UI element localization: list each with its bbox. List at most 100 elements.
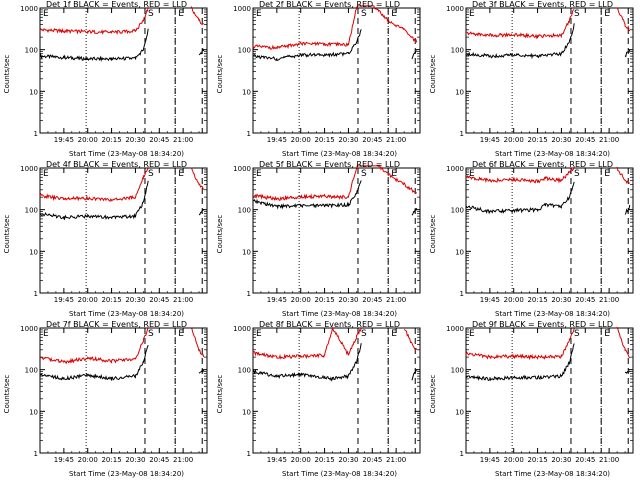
y-tick-label: 10	[29, 88, 38, 96]
detector-panel: 1 10 100 1000 19:45 20:00 20:15 20:30 20:45 21:00…	[213, 320, 426, 480]
y-tick-label: 1	[460, 450, 464, 458]
x-tick-label: 20:00	[504, 456, 524, 464]
x-tick-label: 19:45	[480, 136, 500, 144]
event-marker-label: E	[469, 169, 475, 179]
plot-frame	[39, 7, 208, 134]
detector-chart: 1 10 100 1000 19:45 20:00 20:15 20:30 20:45 21:00…	[233, 165, 421, 304]
y-tick-label: 1	[247, 130, 251, 138]
y-tick-label: 1000	[233, 325, 251, 333]
event-marker-label: S	[574, 329, 580, 339]
x-tick-label: 20:30	[551, 136, 571, 144]
y-tick-label: 1	[34, 290, 38, 298]
y-tick-label: 100	[25, 207, 38, 215]
x-tick-label: 19:45	[54, 456, 74, 464]
chart-title: Det 8f BLACK = Events, RED = LLD	[258, 320, 401, 329]
x-tick-label: 20:30	[125, 136, 145, 144]
lld-series-line	[465, 7, 631, 40]
y-tick-label: 10	[242, 248, 251, 256]
y-tick-label: 1000	[233, 165, 251, 173]
y-tick-label: 100	[238, 367, 251, 375]
x-tick-label: 20:00	[78, 136, 98, 144]
x-tick-label: 20:15	[314, 136, 334, 144]
lld-series-line	[252, 5, 418, 50]
x-tick-label: 20:45	[149, 136, 169, 144]
event-marker-label: S	[148, 169, 154, 179]
x-axis-label: Start Time (23-May-08 18:34:20)	[68, 470, 185, 478]
detector-chart: 1 10 100 1000 19:45 20:00 20:15 20:30 20:45 21:00…	[233, 325, 421, 464]
x-tick-label: 20:30	[125, 296, 145, 304]
x-axis-label: Start Time (23-May-08 18:34:20)	[494, 310, 611, 318]
event-marker-label: E	[178, 9, 184, 19]
y-tick-label: 1000	[20, 5, 38, 13]
detector-panel: 1 10 100 1000 19:45 20:00 20:15 20:30 20:45 21:00…	[0, 320, 213, 480]
y-tick-label: 1	[460, 290, 464, 298]
y-axis-label: Counts/sec	[3, 54, 11, 94]
detector-panel: 1 10 100 1000 19:45 20:00 20:15 20:30 20:45 21:00…	[213, 0, 426, 160]
x-tick-label: 21:00	[599, 136, 619, 144]
lld-series-line	[465, 326, 631, 361]
detector-panel: 1 10 100 1000 19:45 20:00 20:15 20:30 20:45 21:00…	[0, 160, 213, 320]
y-axis-label: Counts/sec	[3, 374, 11, 414]
event-marker-label: E	[604, 169, 610, 179]
y-tick-label: 1	[34, 130, 38, 138]
y-tick-label: 1000	[446, 325, 464, 333]
x-tick-label: 20:45	[575, 456, 595, 464]
chart-title: Det 4f BLACK = Events, RED = LLD	[45, 160, 188, 169]
event-marker-label: S	[361, 329, 367, 339]
x-tick-label: 20:30	[338, 456, 358, 464]
event-marker-label: S	[574, 9, 580, 19]
event-marker-label: S	[574, 169, 580, 179]
x-tick-label: 20:45	[362, 456, 382, 464]
x-tick-label: 20:15	[101, 456, 121, 464]
event-marker-label: E	[43, 329, 49, 339]
y-tick-label: 100	[451, 367, 464, 375]
chart-title: Det 1f BLACK = Events, RED = LLD	[45, 0, 188, 9]
x-tick-label: 21:00	[599, 296, 619, 304]
plot-frame	[252, 7, 421, 134]
event-marker-label: E	[391, 9, 397, 19]
events-series-line	[252, 180, 418, 216]
y-tick-label: 100	[25, 367, 38, 375]
x-tick-label: 19:45	[267, 296, 287, 304]
x-tick-label: 20:45	[362, 136, 382, 144]
y-tick-label: 10	[455, 408, 464, 416]
y-tick-label: 10	[29, 248, 38, 256]
y-tick-label: 1000	[446, 5, 464, 13]
event-marker-label: S	[148, 9, 154, 19]
x-tick-label: 20:30	[338, 296, 358, 304]
x-tick-label: 20:15	[527, 296, 547, 304]
plot-frame	[465, 7, 634, 134]
plot-frame	[465, 327, 634, 454]
x-tick-label: 20:15	[314, 296, 334, 304]
y-tick-label: 1000	[446, 165, 464, 173]
chart-title: Det 3f BLACK = Events, RED = LLD	[471, 0, 614, 9]
chart-title: Det 2f BLACK = Events, RED = LLD	[258, 0, 401, 9]
events-series-line	[252, 29, 418, 62]
event-marker-label: E	[43, 169, 49, 179]
x-tick-label: 21:00	[386, 296, 406, 304]
y-tick-label: 1000	[20, 325, 38, 333]
event-marker-label: E	[178, 329, 184, 339]
detector-chart: 1 10 100 1000 19:45 20:00 20:15 20:30 20:45 21:00…	[446, 165, 634, 304]
y-axis-label: Counts/sec	[429, 374, 437, 414]
x-tick-label: 21:00	[173, 136, 193, 144]
x-tick-label: 20:15	[101, 296, 121, 304]
y-tick-label: 100	[451, 47, 464, 55]
x-tick-label: 19:45	[54, 136, 74, 144]
y-tick-label: 1000	[20, 165, 38, 173]
plot-frame	[252, 167, 421, 294]
x-tick-label: 20:30	[338, 136, 358, 144]
plot-frame	[252, 327, 421, 454]
event-marker-label: E	[256, 329, 262, 339]
events-series-line	[39, 28, 205, 62]
x-tick-label: 19:45	[54, 296, 74, 304]
x-tick-label: 20:15	[527, 136, 547, 144]
x-axis-label: Start Time (23-May-08 18:34:20)	[494, 150, 611, 158]
chart-title: Det 7f BLACK = Events, RED = LLD	[45, 320, 188, 329]
detector-chart: 1 10 100 1000 19:45 20:00 20:15 20:30 20:45 21:00…	[233, 5, 421, 144]
y-tick-label: 10	[29, 408, 38, 416]
x-tick-label: 20:00	[504, 296, 524, 304]
x-tick-label: 20:15	[314, 456, 334, 464]
y-tick-label: 1	[247, 290, 251, 298]
